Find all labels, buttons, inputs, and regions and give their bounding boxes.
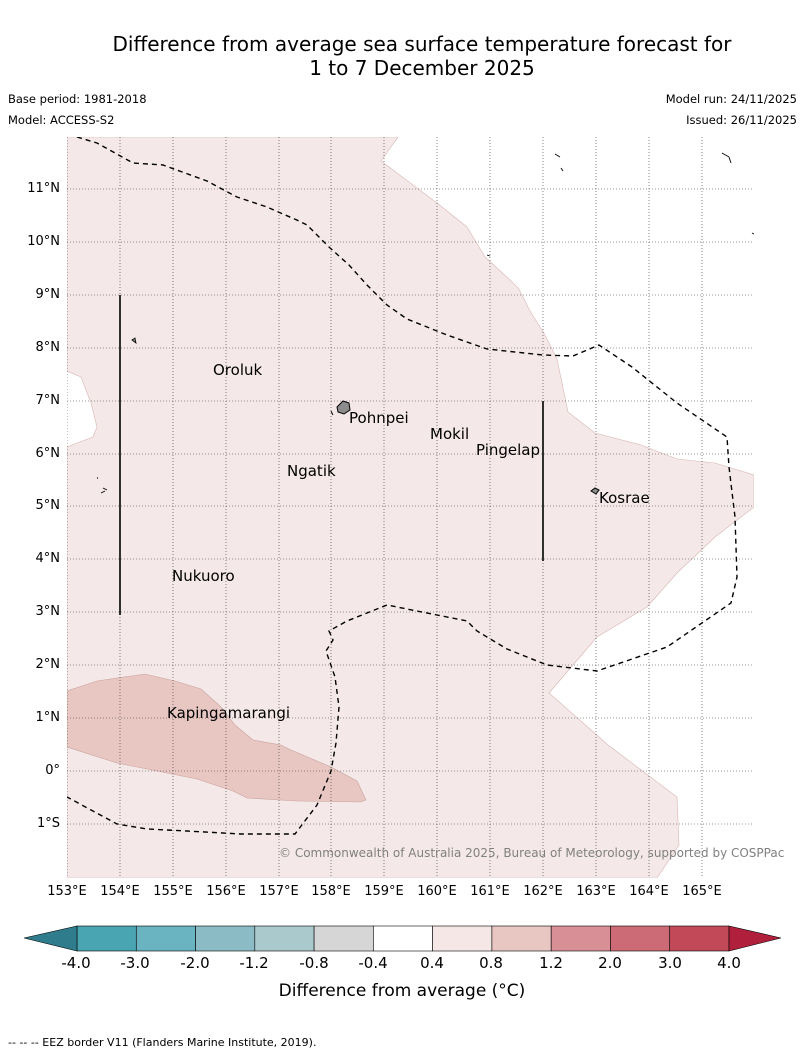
island-label-mokil: Mokil — [430, 425, 470, 443]
colorbar-tick-6: 0.4 — [420, 954, 444, 972]
colorbar-tick-8: 1.2 — [539, 954, 563, 972]
lon-label-160e: 160°E — [417, 884, 457, 899]
colorbar-tick-2: -2.0 — [180, 954, 210, 972]
lat-label-2n: 2°N — [35, 657, 61, 672]
lat-label-9n: 9°N — [35, 287, 61, 302]
map-svg — [67, 137, 754, 878]
colorbar-under-arrow — [23, 925, 78, 952]
lat-label-4n: 4°N — [35, 551, 61, 566]
lat-label-3n: 3°N — [35, 604, 61, 619]
colorbar-tick-9: 2.0 — [598, 954, 622, 972]
anomaly-region-light — [67, 137, 754, 878]
colorbar-segment — [135, 925, 196, 952]
lat-label-1s: 1°S — [36, 816, 60, 831]
lon-label-162e: 162°E — [523, 884, 563, 899]
lat-label-1n: 1°N — [35, 710, 61, 725]
islet-mark-7 — [728, 156, 732, 164]
colorbar-tick-3: -1.2 — [239, 954, 269, 972]
colorbar-segment — [313, 925, 374, 952]
islet-mark-9 — [751, 232, 754, 235]
copyright-notice: © Commonwealth of Australia 2025, Bureau… — [279, 846, 785, 860]
islet-mark-8 — [486, 254, 491, 257]
lat-label-5n: 5°N — [35, 498, 61, 513]
islet-mark-4 — [554, 153, 561, 158]
island-label-nukuoro: Nukuoro — [172, 567, 235, 585]
colorbar-segment — [76, 925, 137, 952]
base-period: Base period: 1981-2018 — [8, 92, 147, 106]
colorbar-over-arrow — [728, 925, 782, 952]
lon-gridlines — [67, 137, 703, 878]
colorbar-segment — [669, 925, 730, 952]
pohnpei-land — [336, 400, 351, 415]
lon-label-154e: 154°E — [100, 884, 140, 899]
lon-label-158e: 158°E — [311, 884, 351, 899]
colorbar-tick-5: -0.4 — [358, 954, 388, 972]
anomaly-region-medium — [67, 673, 367, 803]
colorbar-segment — [610, 925, 671, 952]
colorbar-tick-1: -3.0 — [120, 954, 150, 972]
lat-label-6n: 6°N — [35, 446, 61, 461]
lon-label-157e: 157°E — [259, 884, 299, 899]
island-label-oroluk: Oroluk — [213, 361, 263, 379]
colorbar-segment — [550, 925, 611, 952]
colorbar-segment — [491, 925, 552, 952]
islet-mark-1 — [102, 487, 108, 491]
colorbar-tick-10: 3.0 — [658, 954, 682, 972]
lon-label-164e: 164°E — [629, 884, 669, 899]
island-label-ngatik: Ngatik — [287, 462, 336, 480]
colorbar-segment — [432, 925, 493, 952]
eez-border-north — [67, 137, 738, 835]
islet-mark-2 — [100, 490, 106, 494]
lon-label-163e: 163°E — [576, 884, 616, 899]
title-line-2: 1 to 7 December 2025 — [309, 56, 535, 80]
kosrae-land — [590, 487, 600, 495]
islet-mark-10 — [330, 410, 334, 416]
island-label-kosrae: Kosrae — [599, 489, 650, 507]
map-title: Difference from average sea surface temp… — [40, 32, 804, 80]
title-line-1: Difference from average sea surface temp… — [112, 32, 732, 56]
lat-label-0: 0° — [45, 763, 60, 778]
lat-label-8n: 8°N — [35, 340, 61, 355]
island-label-kapingamarangi: Kapingamarangi — [167, 704, 291, 722]
model-run: Model run: 24/11/2025 — [665, 92, 797, 106]
atoll-west — [131, 337, 137, 344]
lon-label-155e: 155°E — [153, 884, 193, 899]
colorbar-tick-7: 0.8 — [479, 954, 503, 972]
islet-mark-5 — [560, 167, 564, 172]
lon-label-159e: 159°E — [364, 884, 404, 899]
islet-mark-6 — [721, 152, 730, 158]
lat-label-10n: 10°N — [27, 234, 60, 249]
eez-footnote: -- -- -- EEZ border V11 (Flanders Marine… — [8, 1036, 317, 1049]
lon-label-153e: 153°E — [47, 884, 87, 899]
issued-date: Issued: 26/11/2025 — [686, 113, 797, 127]
lon-label-156e: 156°E — [206, 884, 246, 899]
colorbar — [23, 925, 782, 952]
colorbar-tick-0: -4.0 — [61, 954, 91, 972]
lat-gridlines — [67, 188, 754, 825]
lon-label-161e: 161°E — [470, 884, 510, 899]
map-panel — [67, 137, 754, 878]
model-name: Model: ACCESS-S2 — [8, 113, 115, 127]
colorbar-label: Difference from average (°C) — [278, 981, 526, 1001]
colorbar-tick-4: -0.8 — [299, 954, 329, 972]
colorbar-segment — [195, 925, 256, 952]
colorbar-segment — [373, 925, 433, 952]
lat-label-11n: 11°N — [27, 181, 60, 196]
island-label-pohnpei: Pohnpei — [349, 409, 409, 427]
colorbar-tick-11: 4.0 — [717, 954, 741, 972]
colorbar-segment — [254, 925, 315, 952]
lon-label-165e: 165°E — [682, 884, 722, 899]
lat-label-7n: 7°N — [35, 393, 61, 408]
island-label-pingelap: Pingelap — [476, 441, 541, 459]
